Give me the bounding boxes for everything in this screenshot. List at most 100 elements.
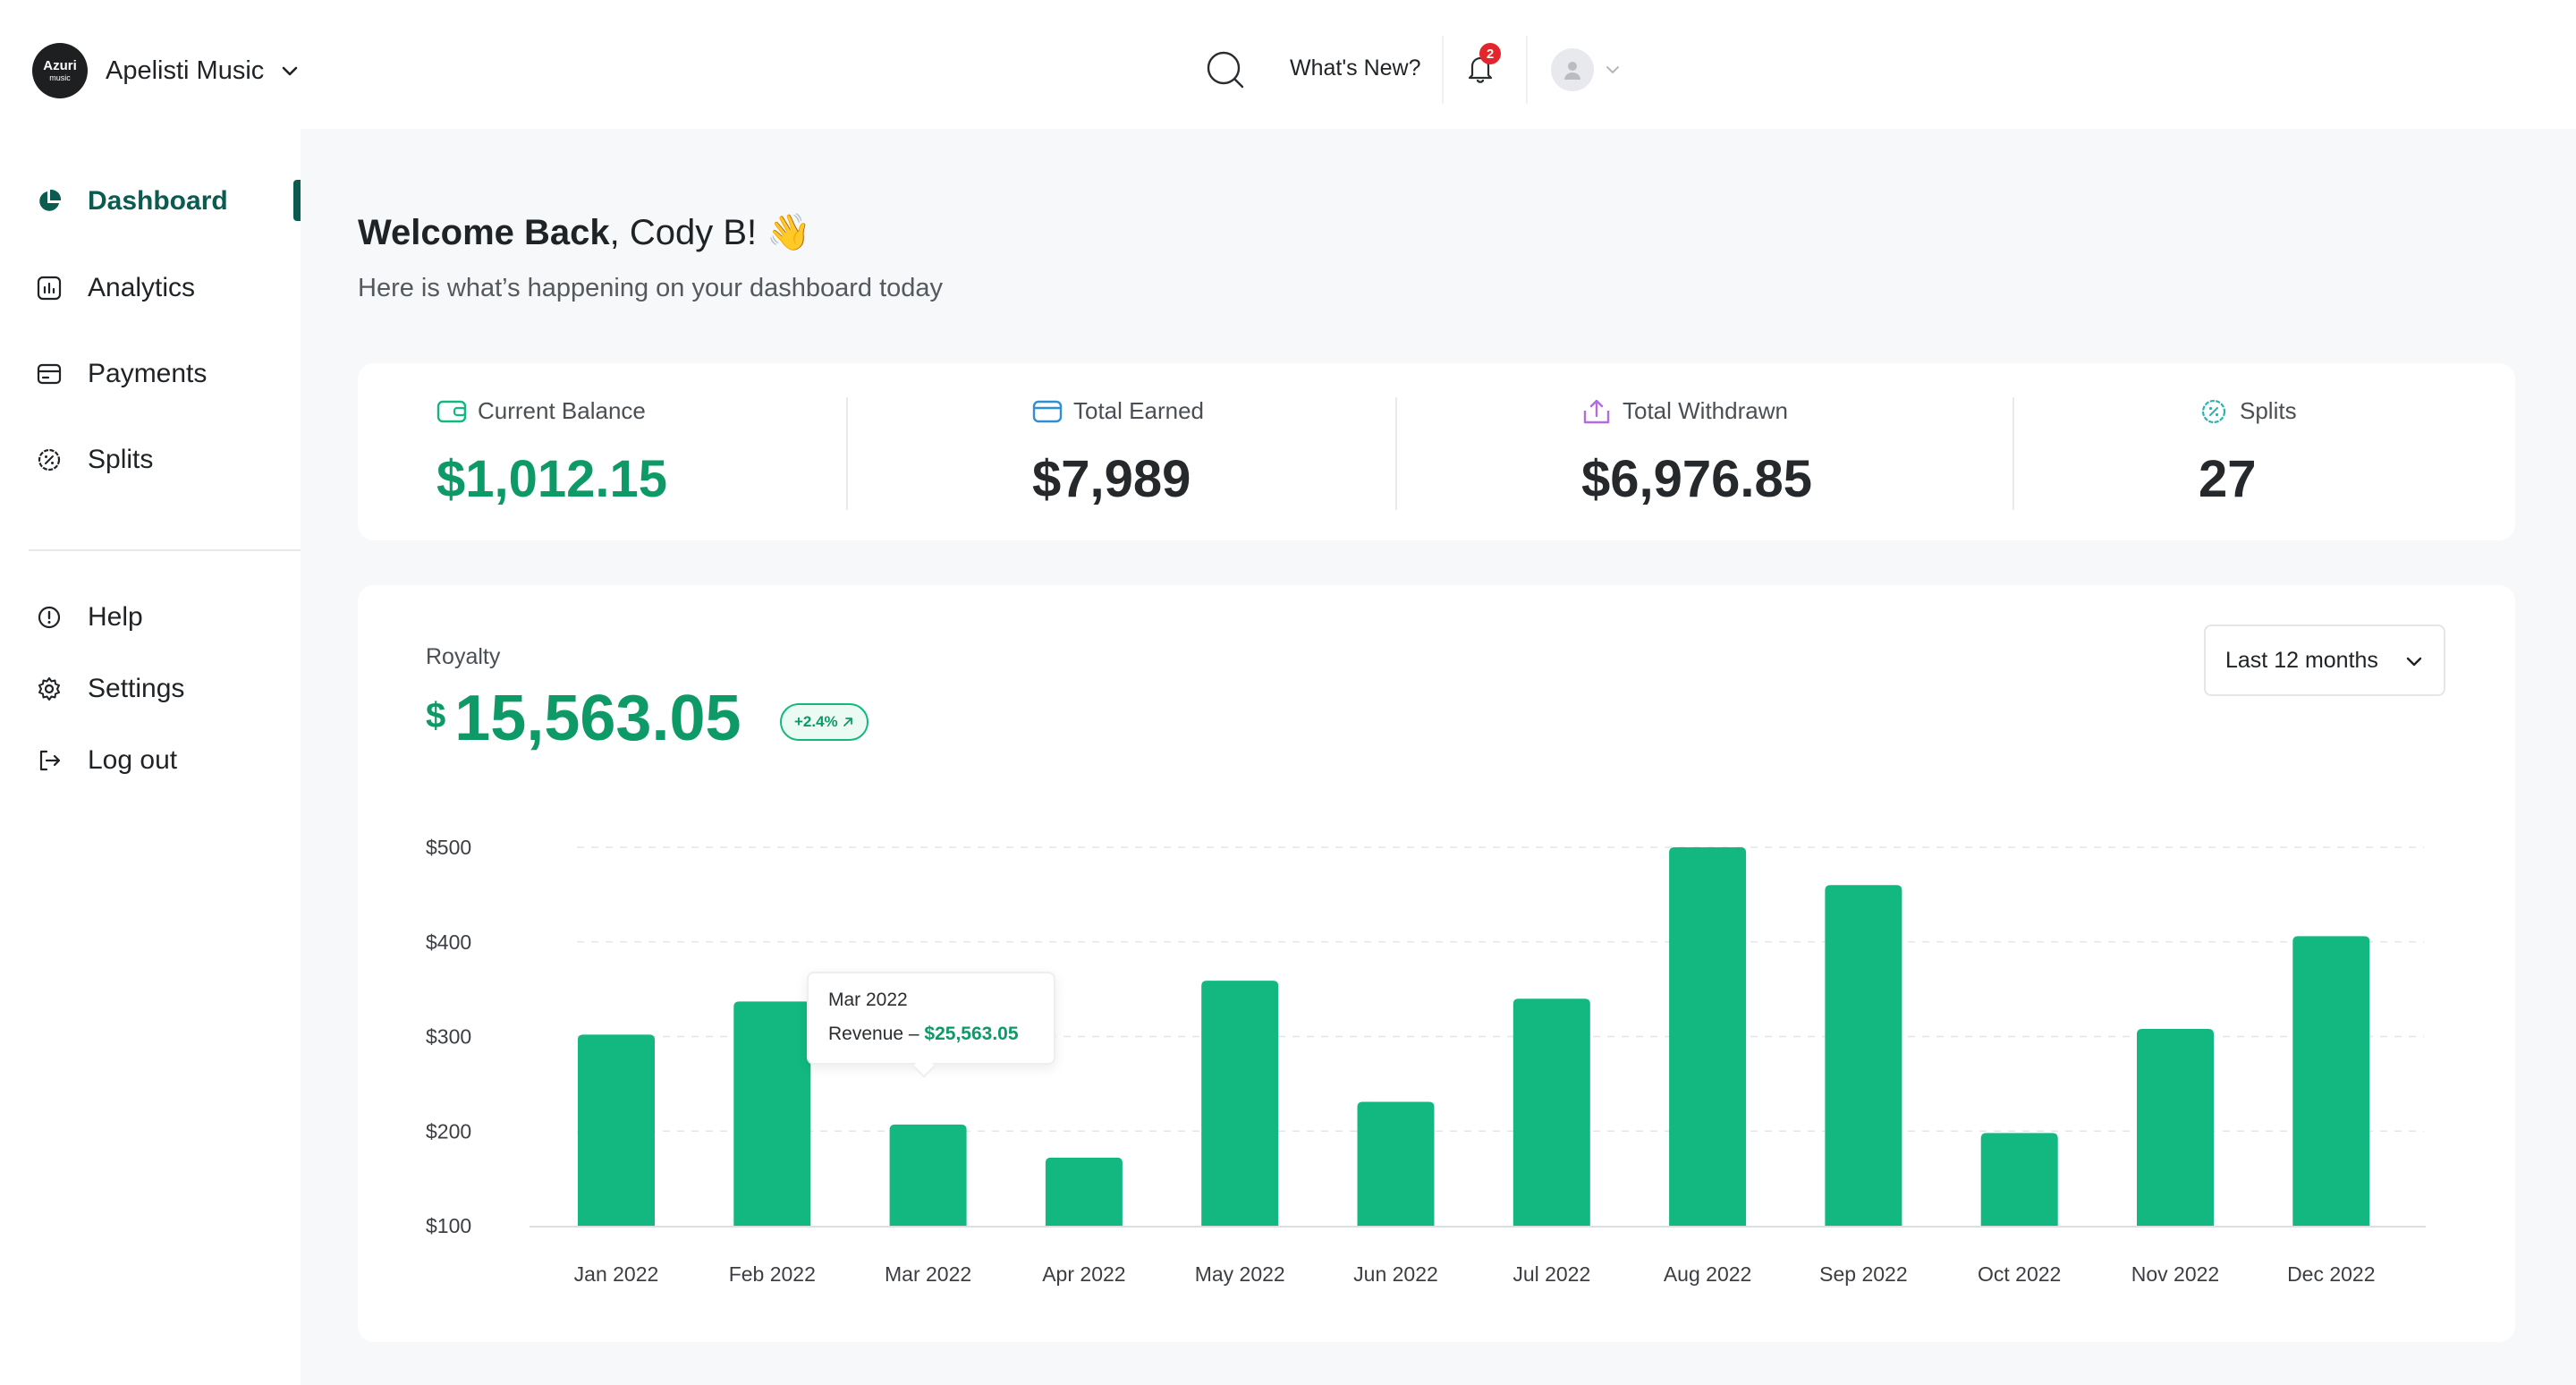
chart-bar[interactable] bbox=[1669, 847, 1747, 1226]
search-icon[interactable] bbox=[1206, 50, 1245, 89]
logo-text: Azuri bbox=[43, 58, 77, 73]
topbar: What's New? 2 bbox=[301, 0, 2576, 129]
x-tick-label: Feb 2022 bbox=[729, 1262, 816, 1286]
whats-new-link[interactable]: What's New? bbox=[1290, 55, 1421, 81]
brand-name: Apelisti Music bbox=[106, 55, 265, 85]
sidebar-divider bbox=[29, 549, 301, 551]
stat-label: Current Balance bbox=[478, 397, 646, 424]
bar-chart-icon bbox=[36, 275, 63, 302]
x-tick-label: May 2022 bbox=[1195, 1262, 1285, 1286]
x-tick-label: Nov 2022 bbox=[2131, 1262, 2219, 1286]
chart-bar[interactable] bbox=[1357, 1101, 1435, 1226]
badge-percent-icon bbox=[2199, 398, 2229, 425]
sidebar-item-label: Splits bbox=[88, 445, 154, 474]
page-subtitle: Here is what’s happening on your dashboa… bbox=[358, 274, 944, 302]
x-tick-label: Sep 2022 bbox=[1819, 1262, 1907, 1286]
y-tick-label: $100 bbox=[426, 1214, 471, 1237]
welcome-name: , Cody B! 👋 bbox=[609, 213, 812, 252]
logo-subtext: music bbox=[49, 73, 71, 82]
tooltip-value: $25,563.05 bbox=[924, 1024, 1019, 1044]
sidebar-item-help[interactable]: Help bbox=[36, 592, 143, 642]
stat-value: $7,989 bbox=[1032, 450, 1191, 508]
sidebar-item-label: Analytics bbox=[88, 273, 196, 302]
tooltip-label: Revenue – bbox=[828, 1024, 925, 1044]
royalty-total: $ 15,563.05 bbox=[426, 682, 741, 755]
chevron-down-icon[interactable] bbox=[1605, 63, 1621, 77]
chart-bar[interactable] bbox=[1513, 998, 1590, 1226]
sidebar-item-label: Log out bbox=[88, 745, 178, 775]
avatar[interactable] bbox=[1551, 48, 1594, 91]
stat-divider bbox=[1395, 397, 1397, 510]
stat-value: $6,976.85 bbox=[1581, 450, 1813, 508]
royalty-label: Royalty bbox=[426, 644, 501, 669]
wallet-icon bbox=[436, 398, 467, 425]
x-tick-label: Apr 2022 bbox=[1042, 1262, 1125, 1286]
stat-value: 27 bbox=[2199, 450, 2257, 508]
topbar-separator bbox=[1442, 36, 1444, 104]
x-tick-label: Oct 2022 bbox=[1978, 1262, 2061, 1286]
badge-percent-icon bbox=[36, 446, 63, 473]
chevron-down-icon bbox=[282, 66, 298, 76]
topbar-separator bbox=[1526, 36, 1528, 104]
x-tick-label: Jan 2022 bbox=[574, 1262, 659, 1286]
chart-bar[interactable] bbox=[1825, 885, 1902, 1226]
sidebar-item-payments[interactable]: Payments bbox=[36, 349, 207, 399]
date-range-value: Last 12 months bbox=[2225, 647, 2378, 673]
brand-switcher[interactable]: Azuri music Apelisti Music bbox=[32, 43, 300, 98]
active-indicator bbox=[293, 180, 301, 221]
stats-card: Current Balance $1,012.15 Total Earned $… bbox=[358, 363, 2515, 540]
credit-card-icon bbox=[1032, 398, 1063, 425]
x-tick-label: Dec 2022 bbox=[2287, 1262, 2375, 1286]
y-tick-label: $400 bbox=[426, 930, 471, 954]
sidebar-item-splits[interactable]: Splits bbox=[36, 435, 153, 485]
card-icon bbox=[36, 361, 63, 387]
gear-icon bbox=[36, 676, 63, 702]
chart-bar[interactable] bbox=[889, 1124, 967, 1226]
sidebar-item-dashboard[interactable]: Dashboard bbox=[36, 176, 228, 226]
upload-icon bbox=[1581, 398, 1612, 425]
stat-label: Total Earned bbox=[1073, 397, 1204, 424]
x-tick-label: Jun 2022 bbox=[1353, 1262, 1438, 1286]
royalty-bar-chart: $500 $400 $300 $200 $100 Jan 2022 Feb 2022 Mar … bbox=[426, 836, 2426, 1286]
x-tick-label: Mar 2022 bbox=[885, 1262, 971, 1286]
sidebar-item-logout[interactable]: Log out bbox=[36, 735, 177, 786]
growth-value: +2.4% bbox=[794, 713, 838, 730]
chart-bar[interactable] bbox=[1045, 1157, 1123, 1226]
chart-bar[interactable] bbox=[2292, 936, 2370, 1226]
pie-chart-icon bbox=[36, 188, 63, 215]
brand-logo: Azuri music bbox=[32, 43, 88, 98]
stat-divider bbox=[846, 397, 848, 510]
date-range-select[interactable]: Last 12 months bbox=[2204, 625, 2445, 696]
sidebar-item-label: Help bbox=[88, 602, 143, 632]
sidebar: Azuri music Apelisti Music Dashboard Ana… bbox=[0, 0, 301, 1385]
info-circle-icon bbox=[36, 604, 63, 631]
sidebar-item-label: Settings bbox=[88, 674, 185, 703]
growth-badge: +2.4% bbox=[780, 703, 869, 741]
sidebar-item-analytics[interactable]: Analytics bbox=[36, 263, 195, 313]
x-tick-label: Jul 2022 bbox=[1513, 1262, 1590, 1286]
sidebar-item-label: Payments bbox=[88, 359, 208, 388]
chart-bar[interactable] bbox=[1980, 1133, 2058, 1226]
chart-bar[interactable] bbox=[1201, 981, 1279, 1226]
sidebar-item-label: Dashboard bbox=[88, 186, 228, 216]
royalty-amount: 15,563.05 bbox=[454, 683, 741, 754]
page-title: Welcome Back, Cody B! 👋 bbox=[358, 211, 811, 253]
notification-badge: 2 bbox=[1479, 43, 1501, 64]
chart-bar[interactable] bbox=[578, 1034, 655, 1226]
arrow-up-right-icon bbox=[843, 718, 852, 726]
y-tick-label: $300 bbox=[426, 1025, 471, 1049]
tooltip-line: Revenue – $25,563.05 bbox=[828, 1024, 1034, 1045]
chart-bar[interactable] bbox=[2137, 1029, 2214, 1226]
user-icon bbox=[1564, 62, 1580, 80]
stat-divider bbox=[2012, 397, 2014, 510]
y-tick-label: $200 bbox=[426, 1119, 471, 1143]
chart-tooltip: Mar 2022 Revenue – $25,563.05 bbox=[807, 972, 1055, 1065]
stat-value: $1,012.15 bbox=[436, 450, 668, 508]
y-tick-label: $500 bbox=[426, 836, 471, 859]
sidebar-item-settings[interactable]: Settings bbox=[36, 664, 184, 714]
currency-symbol: $ bbox=[426, 696, 446, 735]
logout-icon bbox=[36, 747, 63, 774]
stat-label: Total Withdrawn bbox=[1623, 397, 1788, 424]
chart-bar[interactable] bbox=[733, 1001, 811, 1226]
welcome-bold: Welcome Back bbox=[358, 213, 610, 252]
